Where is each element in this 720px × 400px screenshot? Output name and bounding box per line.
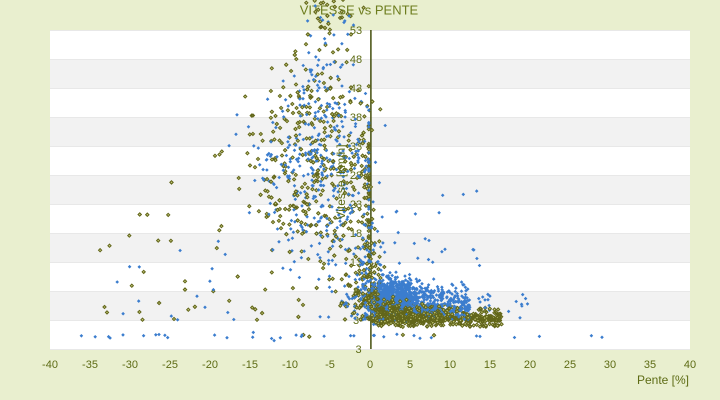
svg-text:3: 3 — [355, 344, 361, 356]
svg-text:VITESSE vs PENTE: VITESSE vs PENTE — [300, 3, 419, 18]
svg-text:-20: -20 — [202, 359, 218, 371]
svg-text:30: 30 — [604, 359, 616, 371]
svg-text:43: 43 — [350, 83, 362, 95]
svg-text:-30: -30 — [122, 359, 138, 371]
svg-text:48: 48 — [350, 54, 362, 66]
svg-text:-5: -5 — [325, 359, 335, 371]
svg-text:53: 53 — [350, 25, 362, 37]
svg-text:-25: -25 — [162, 359, 178, 371]
svg-text:-15: -15 — [242, 359, 258, 371]
svg-text:-10: -10 — [282, 359, 298, 371]
svg-text:5: 5 — [407, 359, 413, 371]
svg-text:3: 3 — [353, 315, 359, 327]
svg-text:28: 28 — [350, 170, 362, 182]
svg-text:40: 40 — [684, 359, 696, 371]
svg-text:25: 25 — [564, 359, 576, 371]
svg-text:-40: -40 — [42, 359, 58, 371]
svg-text:38: 38 — [350, 112, 362, 124]
svg-text:35: 35 — [644, 359, 656, 371]
svg-text:-35: -35 — [82, 359, 98, 371]
svg-text:10: 10 — [444, 359, 456, 371]
svg-text:Vitesse [km/h]: Vitesse [km/h] — [334, 144, 348, 219]
svg-text:20: 20 — [524, 359, 536, 371]
svg-text:Pente [%]: Pente [%] — [637, 373, 689, 387]
svg-text:15: 15 — [484, 359, 496, 371]
svg-text:0: 0 — [367, 359, 373, 371]
